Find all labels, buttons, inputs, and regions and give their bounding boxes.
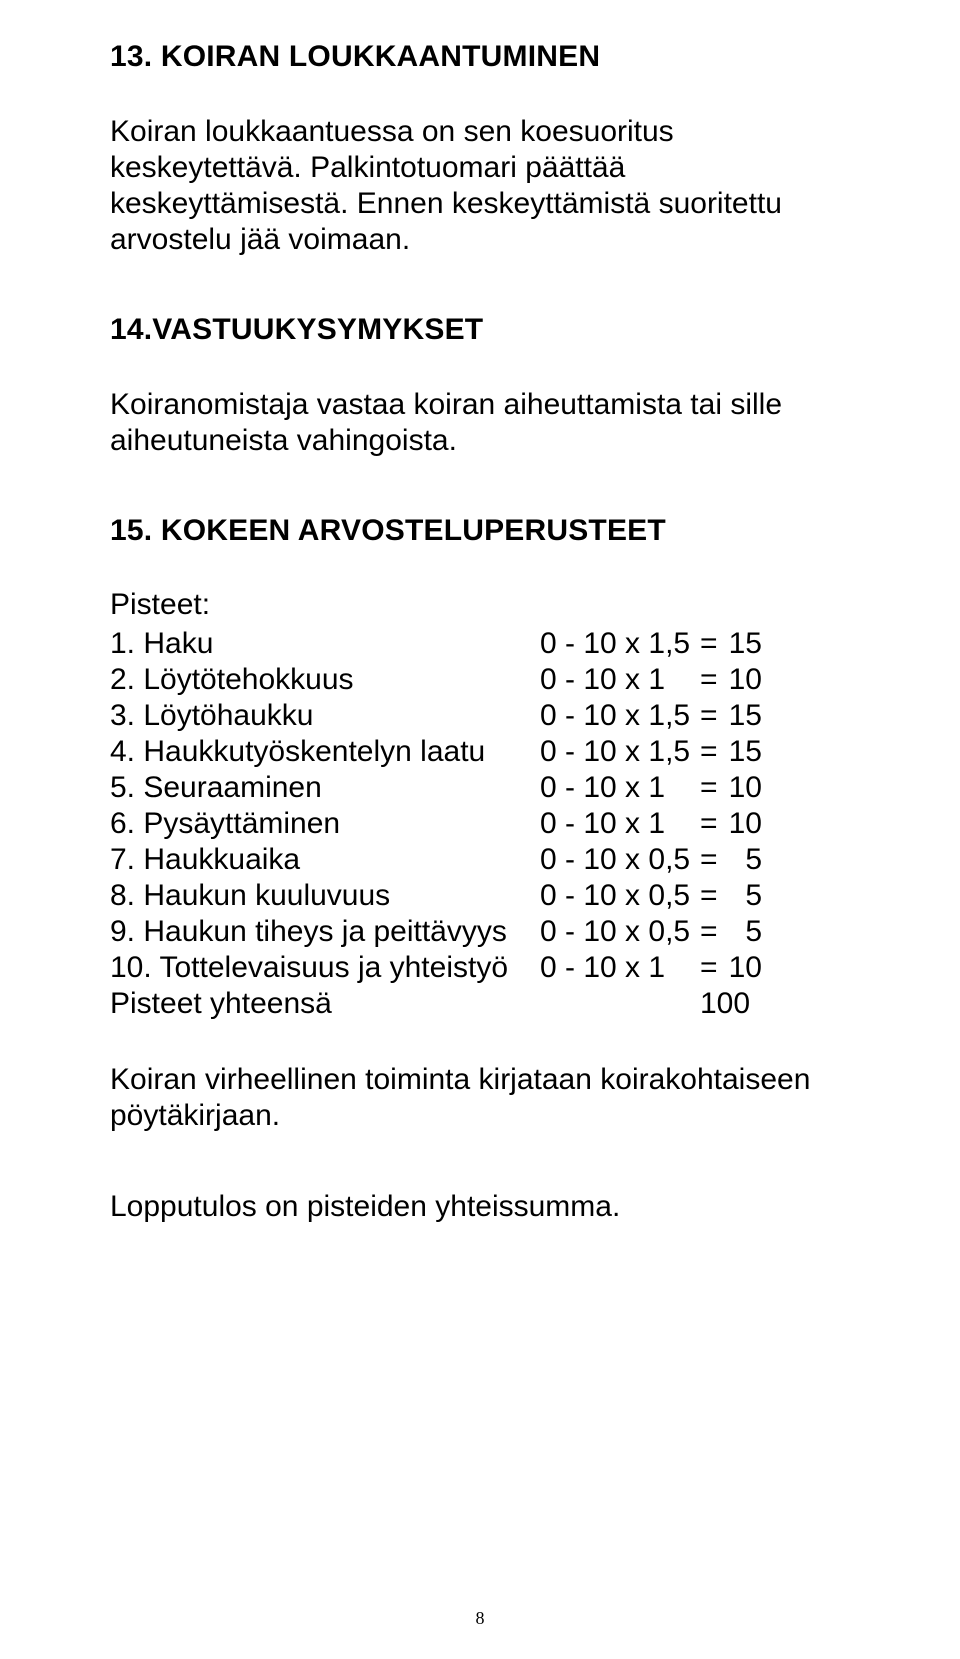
criterion-label: 3. Löytöhaukku — [110, 698, 540, 734]
criterion-label: 9. Haukun tiheys ja peittävyys — [110, 914, 540, 950]
section-13-body: Koiran loukkaantuessa on sen koesuoritus… — [110, 114, 850, 258]
table-row: 1. Haku 0 - 10 x 1,5 =15 — [110, 626, 850, 662]
criterion-label: 5. Seuraaminen — [110, 770, 540, 806]
table-row: 9. Haukun tiheys ja peittävyys 0 - 10 x … — [110, 914, 850, 950]
criterion-label: 7. Haukkuaika — [110, 842, 540, 878]
section-13-heading: 13. KOIRAN LOUKKAANTUMINEN — [110, 40, 850, 74]
section-14-heading: 14.VASTUUKYSYMYKSET — [110, 313, 850, 347]
criterion-range: 0 - 10 x 1 — [540, 806, 700, 842]
criterion-label: 4. Haukkutyöskentelyn laatu — [110, 734, 540, 770]
criterion-result: =10 — [700, 806, 850, 842]
note-1: Koiran virheellinen toiminta kirjataan k… — [110, 1062, 850, 1134]
criterion-label: 2. Löytötehokkuus — [110, 662, 540, 698]
total-label: Pisteet yhteensä — [110, 986, 700, 1022]
note-2: Lopputulos on pisteiden yhteissumma. — [110, 1189, 850, 1225]
criterion-range: 0 - 10 x 1 — [540, 950, 700, 986]
section-14-body: Koiranomistaja vastaa koiran aiheuttamis… — [110, 387, 850, 459]
criterion-result: =5 — [700, 842, 850, 878]
criterion-result: =5 — [700, 914, 850, 950]
table-row: 3. Löytöhaukku 0 - 10 x 1,5 =15 — [110, 698, 850, 734]
criterion-range: 0 - 10 x 1,5 — [540, 734, 700, 770]
table-row: 6. Pysäyttäminen 0 - 10 x 1 =10 — [110, 806, 850, 842]
criterion-range: 0 - 10 x 0,5 — [540, 878, 700, 914]
section-15-heading: 15. KOKEEN ARVOSTELUPERUSTEET — [110, 514, 850, 548]
table-row: 7. Haukkuaika 0 - 10 x 0,5 =5 — [110, 842, 850, 878]
criterion-label: 6. Pysäyttäminen — [110, 806, 540, 842]
total-row: Pisteet yhteensä 100 — [110, 986, 850, 1022]
criterion-label: 8. Haukun kuuluvuus — [110, 878, 540, 914]
table-row: 8. Haukun kuuluvuus 0 - 10 x 0,5 =5 — [110, 878, 850, 914]
criterion-label: 1. Haku — [110, 626, 540, 662]
criterion-range: 0 - 10 x 1 — [540, 770, 700, 806]
criterion-result: =15 — [700, 698, 850, 734]
points-label: Pisteet: — [110, 588, 850, 622]
criterion-range: 0 - 10 x 0,5 — [540, 914, 700, 950]
criterion-result: =10 — [700, 662, 850, 698]
criterion-result: =10 — [700, 770, 850, 806]
criterion-range: 0 - 10 x 0,5 — [540, 842, 700, 878]
table-row: 4. Haukkutyöskentelyn laatu 0 - 10 x 1,5… — [110, 734, 850, 770]
scoring-table: 1. Haku 0 - 10 x 1,5 =15 2. Löytötehokku… — [110, 626, 850, 1022]
table-row: 10. Tottelevaisuus ja yhteistyö 0 - 10 x… — [110, 950, 850, 986]
criterion-range: 0 - 10 x 1,5 — [540, 626, 700, 662]
criterion-result: =15 — [700, 626, 850, 662]
total-value: 100 — [700, 986, 850, 1022]
criterion-range: 0 - 10 x 1 — [540, 662, 700, 698]
criterion-result: =10 — [700, 950, 850, 986]
table-row: 2. Löytötehokkuus 0 - 10 x 1 =10 — [110, 662, 850, 698]
criterion-range: 0 - 10 x 1,5 — [540, 698, 700, 734]
document-page: 13. KOIRAN LOUKKAANTUMINEN Koiran loukka… — [0, 0, 960, 1659]
page-number: 8 — [0, 1608, 960, 1629]
criterion-result: =5 — [700, 878, 850, 914]
criterion-result: =15 — [700, 734, 850, 770]
criterion-label: 10. Tottelevaisuus ja yhteistyö — [110, 950, 540, 986]
table-row: 5. Seuraaminen 0 - 10 x 1 =10 — [110, 770, 850, 806]
